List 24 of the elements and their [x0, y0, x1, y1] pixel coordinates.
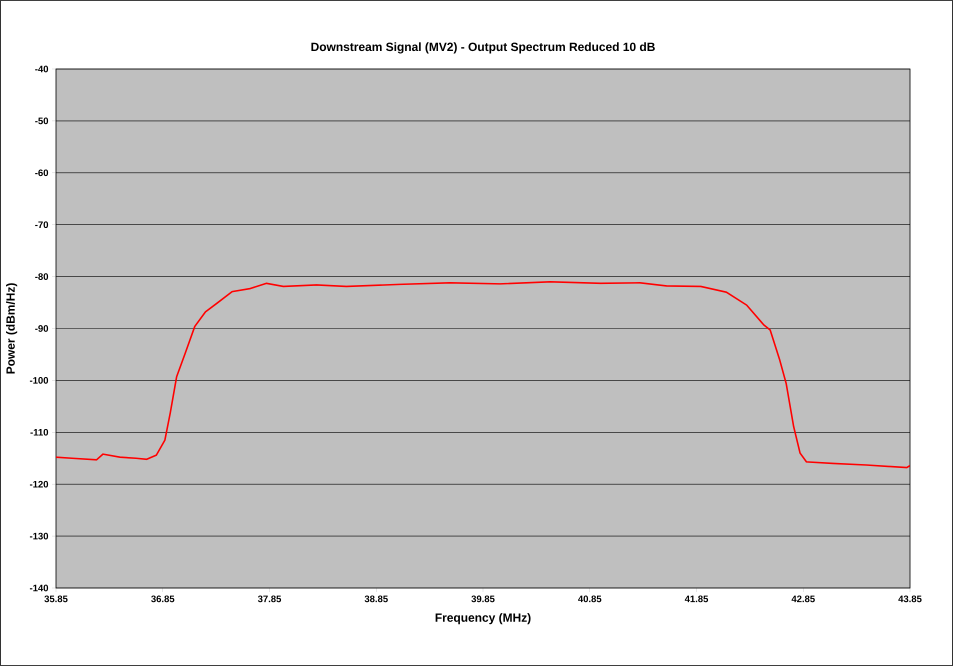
x-axis-title: Frequency (MHz)	[436, 613, 531, 624]
x-tick-label: 43.85	[898, 596, 922, 602]
y-tick-label: -130	[30, 532, 48, 540]
x-tick-label: 42.85	[792, 596, 815, 602]
y-axis-title: Power (dBm/Hz)	[6, 283, 18, 374]
x-tick-label: 38.85	[364, 596, 388, 602]
y-tick-label: -80	[35, 273, 48, 280]
x-tick-label: 39.85	[471, 596, 495, 602]
y-tick-label: -100	[30, 377, 48, 384]
y-tick-label: -70	[35, 221, 48, 228]
y-tick-label: -60	[35, 169, 48, 176]
y-tick-label: -50	[35, 118, 48, 124]
chart-title: Downstream Signal (MV2) - Output Spectrum Reduced 10 dB	[311, 42, 655, 54]
y-tick-label: -120	[30, 480, 48, 488]
x-tick-label: 36.85	[151, 596, 174, 602]
x-tick-label: 40.85	[578, 596, 602, 602]
line-series	[56, 280, 910, 468]
x-tick-label: 37.85	[258, 596, 282, 602]
x-tick-label: 41.85	[684, 596, 708, 602]
x-tick-label: 35.85	[44, 596, 68, 602]
y-tick-label: -40	[35, 66, 48, 72]
y-tick-label: -90	[35, 325, 48, 332]
y-tick-label: -110	[30, 428, 48, 436]
y-tick-label: -140	[30, 584, 48, 592]
